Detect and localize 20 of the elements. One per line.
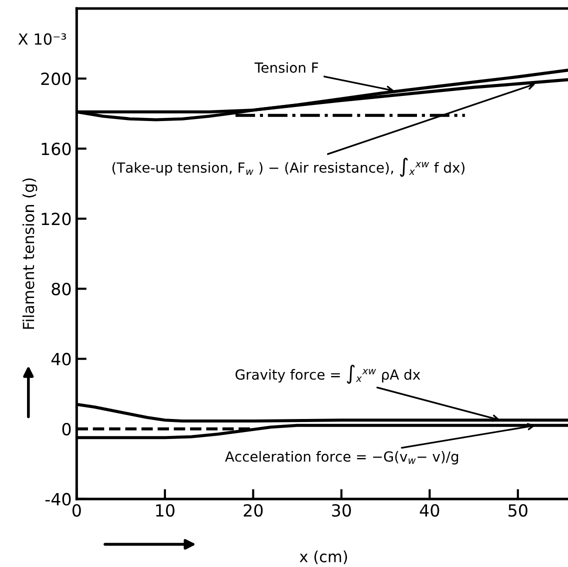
y-axis-title: Filament tension (g) [22,178,38,329]
y-tick-label: 80 [52,282,71,296]
annotation: Acceleration force = −G(v$_{w}$− v)/g [225,451,458,464]
annotation: Gravity force = ∫$_{x}$$^{xw}$ ρA dx [236,364,420,384]
x-tick-label: 10 [156,504,174,517]
x-axis-title: x (cm) [300,550,347,564]
y-tick-label: 160 [42,142,71,156]
x-tick-label: 30 [332,504,351,517]
annotation: (Take-up tension, F$_{w}$ ) − (Air resistance), ∫$_{x}$$^{xw}$ f dx) [112,158,464,177]
x-tick-label: 50 [508,504,528,517]
x-tick-label: 40 [420,504,440,517]
y-tick-label: 0 [62,422,71,436]
x-tick-label: 20 [244,504,263,517]
y-tick-label: 200 [41,72,71,86]
y-tick-label: 40 [51,352,71,366]
annotation: Tension F [254,62,318,73]
y-tick-label: -40 [45,492,71,506]
y-tick-label: 120 [42,212,71,226]
text: X 10⁻³ [18,33,66,45]
x-tick-label: 0 [72,504,81,517]
